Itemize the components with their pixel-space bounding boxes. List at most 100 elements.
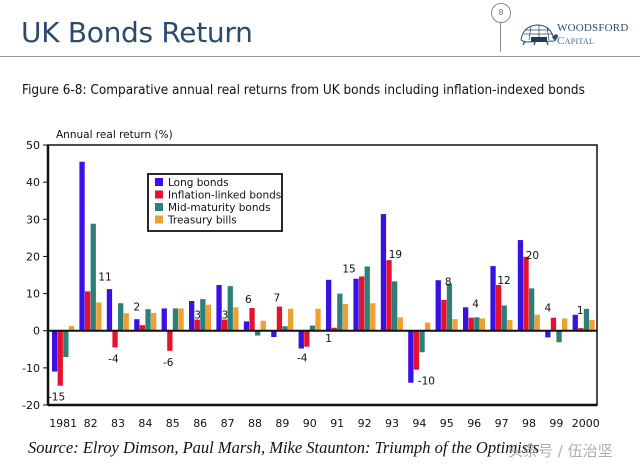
bar-mid-maturity bbox=[337, 293, 343, 331]
bar-long-bonds bbox=[216, 285, 222, 331]
legend-swatch-treasury-bills bbox=[155, 215, 163, 224]
bar-inflation-linked bbox=[57, 330, 63, 386]
bar-mid-maturity bbox=[282, 326, 288, 331]
legend-label: Long bonds bbox=[168, 177, 229, 189]
data-label: 3 bbox=[194, 310, 201, 322]
bar-long-bonds bbox=[490, 266, 496, 331]
bar-treasury-bills bbox=[205, 304, 212, 331]
x-tick-label: 85 bbox=[166, 417, 180, 430]
bar-inflation-linked bbox=[496, 285, 502, 331]
bar-mid-maturity bbox=[90, 223, 96, 331]
bar-treasury-bills bbox=[315, 308, 321, 331]
bar-treasury-bills bbox=[562, 318, 568, 331]
bar-mid-maturity bbox=[364, 266, 370, 331]
bar-long-bonds bbox=[545, 330, 551, 338]
x-tick-label: 98 bbox=[522, 417, 536, 430]
plot-border bbox=[47, 144, 598, 406]
x-tick-label: 97 bbox=[495, 417, 509, 430]
bar-inflation-linked bbox=[167, 330, 173, 351]
bar-long-bonds bbox=[517, 240, 524, 331]
tortoise-logo-icon bbox=[520, 24, 558, 46]
x-tick-label: 87 bbox=[221, 417, 235, 430]
bar-treasury-bills bbox=[288, 308, 294, 331]
y-axis-label: Annual real return (%) bbox=[56, 129, 173, 141]
y-tick-label: 30 bbox=[26, 213, 40, 226]
logo-line-1: WOODSFORD bbox=[557, 22, 629, 34]
bar-mid-maturity bbox=[63, 330, 69, 358]
x-tick-label: 88 bbox=[248, 417, 262, 430]
bar-treasury-bills bbox=[68, 325, 75, 331]
x-tick-label: 99 bbox=[549, 417, 563, 430]
data-label: -15 bbox=[48, 392, 65, 404]
x-axis-ticks: 1981 82 83 84 85 86 87 88 89 90 91 92 93 94 95 96 97 98 99… bbox=[49, 417, 600, 430]
bar-long-bonds bbox=[271, 330, 277, 338]
bar-mid-maturity bbox=[529, 288, 535, 331]
data-label: 19 bbox=[389, 249, 402, 261]
bar-treasury-bills bbox=[534, 314, 540, 331]
annotations: -15 11 -4 2 -6 3 3 6 7 -4 1 15 19 -10 8 4 12 20 4 1 bbox=[48, 249, 584, 404]
slide-title: UK Bonds Return bbox=[21, 16, 253, 49]
bars bbox=[48, 161, 597, 386]
x-tick-label: 92 bbox=[358, 417, 372, 430]
bar-inflation-linked bbox=[441, 299, 447, 331]
bar-treasury-bills bbox=[589, 319, 595, 331]
legend-label: Inflation-linked bonds bbox=[168, 190, 281, 202]
bar-long-bonds bbox=[572, 314, 578, 331]
bar-mid-maturity bbox=[583, 308, 590, 331]
y-axis-ticks: -20 -10 0 10 20 30 40 50 bbox=[22, 139, 48, 412]
header-divider bbox=[0, 56, 640, 57]
bar-long-bonds bbox=[134, 319, 140, 331]
source-note: Source: Elroy Dimson, Paul Marsh, Mike S… bbox=[28, 438, 540, 457]
bar-treasury-bills bbox=[452, 319, 458, 331]
data-label: 4 bbox=[472, 299, 479, 311]
company-logo-text: WOODSFORD Capital bbox=[557, 22, 628, 48]
bar-treasury-bills bbox=[178, 308, 184, 331]
plot-frame bbox=[46, 144, 598, 407]
data-label: 2 bbox=[133, 301, 140, 313]
bar-inflation-linked bbox=[139, 325, 146, 331]
data-label: -6 bbox=[163, 357, 174, 369]
bar-mid-maturity bbox=[227, 286, 233, 331]
data-label: 11 bbox=[98, 272, 111, 284]
data-label: 15 bbox=[342, 263, 355, 275]
data-label: 7 bbox=[273, 293, 280, 305]
x-tick-label: 84 bbox=[138, 417, 152, 430]
x-tick-label: 1981 bbox=[49, 417, 77, 430]
bar-long-bonds bbox=[243, 321, 250, 331]
bar-mid-maturity bbox=[118, 303, 124, 331]
legend-label: Mid-maturity bonds bbox=[168, 202, 271, 214]
data-label: 12 bbox=[497, 275, 510, 287]
bar-mid-maturity bbox=[200, 299, 206, 331]
watermark: 头条号 / 伍治坚 bbox=[508, 442, 613, 460]
bar-inflation-linked bbox=[386, 260, 392, 331]
figure-caption: Figure 6-8: Comparative annual real retu… bbox=[22, 83, 585, 98]
x-tick-label: 86 bbox=[193, 417, 207, 430]
bar-inflation-linked bbox=[331, 327, 337, 331]
bar-inflation-linked bbox=[112, 330, 118, 348]
x-tick-label: 2000 bbox=[572, 417, 600, 430]
data-label: 1 bbox=[325, 333, 332, 345]
logo-line-2: Capital bbox=[557, 35, 595, 47]
x-tick-label: 90 bbox=[303, 417, 317, 430]
x-tick-label: 94 bbox=[412, 417, 426, 430]
x-tick-label: 93 bbox=[385, 417, 399, 430]
bar-long-bonds bbox=[52, 330, 58, 372]
bar-inflation-linked bbox=[413, 330, 420, 370]
legend-swatch-long-bonds bbox=[155, 178, 163, 186]
bar-inflation-linked bbox=[468, 317, 474, 331]
x-tick-label: 91 bbox=[330, 417, 344, 430]
bar-treasury-bills bbox=[479, 318, 486, 331]
bar-mid-maturity bbox=[474, 317, 480, 331]
y-tick-label: 50 bbox=[26, 139, 40, 152]
bar-inflation-linked bbox=[359, 276, 365, 331]
data-label: 20 bbox=[526, 250, 539, 262]
bar-inflation-linked bbox=[85, 291, 91, 331]
y-tick-label: 40 bbox=[26, 176, 40, 189]
bar-mid-maturity bbox=[255, 330, 261, 336]
bar-inflation-linked bbox=[578, 328, 584, 331]
page-number-badge: 8 bbox=[491, 3, 511, 23]
y-tick-label: 10 bbox=[26, 288, 40, 301]
bar-treasury-bills bbox=[96, 302, 102, 331]
